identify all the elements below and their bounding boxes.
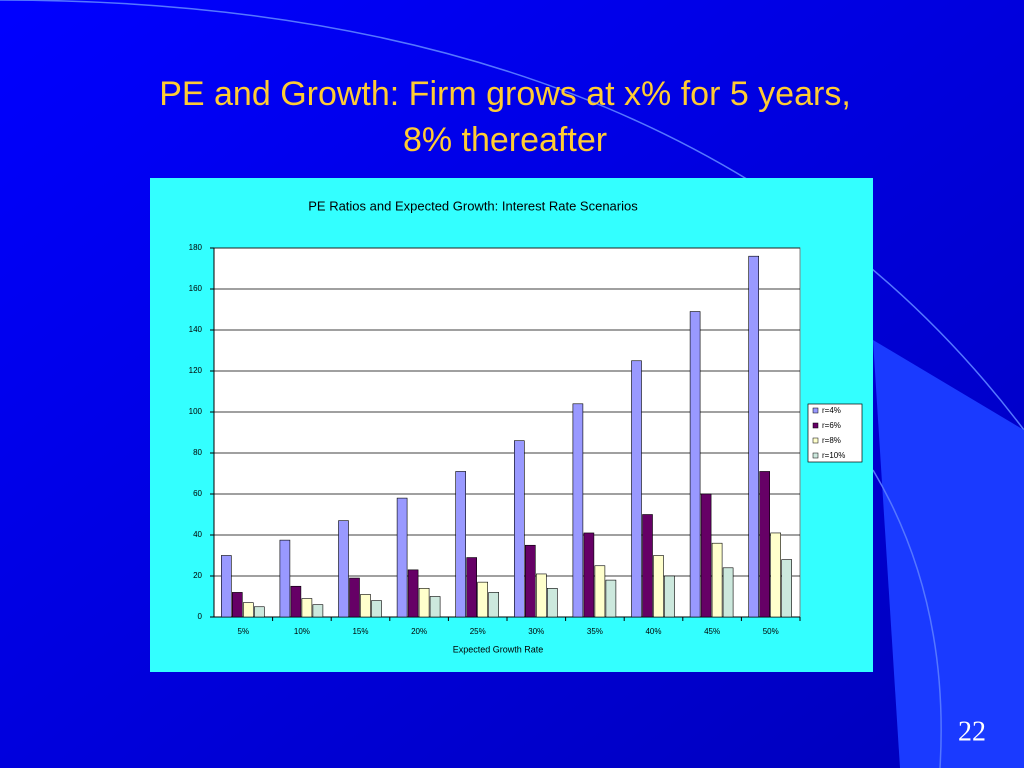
bar <box>594 565 606 618</box>
bar <box>429 596 441 618</box>
bar <box>653 555 664 618</box>
bar <box>301 598 313 618</box>
bar <box>700 493 712 618</box>
slide-title: PE and Growth: Firm grows at x% for 5 ye… <box>159 75 851 113</box>
bar <box>371 600 382 618</box>
legend-label: r=8% <box>822 436 841 445</box>
bar <box>349 577 360 618</box>
y-tick-label: 80 <box>193 448 202 457</box>
bar <box>748 255 760 618</box>
bar <box>572 403 584 618</box>
decor-arc <box>872 469 942 769</box>
bar <box>642 514 653 618</box>
bar <box>360 594 371 618</box>
bar <box>546 587 558 618</box>
x-tick-label: 45% <box>704 627 720 636</box>
x-tick-label: 50% <box>763 627 779 636</box>
legend-label: r=6% <box>822 421 841 430</box>
x-tick-label: 35% <box>587 627 603 636</box>
x-tick-label: 5% <box>238 627 250 636</box>
y-tick-label: 120 <box>189 366 203 375</box>
y-tick-label: 140 <box>189 325 203 334</box>
bar <box>279 539 291 618</box>
x-tick-label: 30% <box>528 627 544 636</box>
bar <box>232 592 243 618</box>
legend-swatch <box>812 422 819 429</box>
bar <box>455 471 467 618</box>
bar <box>221 555 232 618</box>
decor-shape <box>873 340 1024 768</box>
legend-label: r=4% <box>822 406 841 415</box>
x-tick-label: 25% <box>470 627 486 636</box>
y-tick-label: 160 <box>189 284 203 293</box>
x-tick-label: 10% <box>294 627 310 636</box>
bar <box>243 602 254 618</box>
x-tick-label: 20% <box>411 627 427 636</box>
bar <box>488 592 500 618</box>
x-tick-label: 40% <box>645 627 661 636</box>
y-tick-label: 20 <box>193 571 202 580</box>
y-tick-label: 180 <box>189 243 203 252</box>
bar <box>711 542 723 618</box>
bar <box>396 497 408 618</box>
y-tick-label: 100 <box>189 407 203 416</box>
bar <box>338 520 349 618</box>
bar <box>466 557 478 618</box>
y-tick-label: 0 <box>198 612 203 621</box>
bar <box>689 311 701 618</box>
bar <box>477 581 489 618</box>
legend-swatch <box>812 437 819 444</box>
bar <box>781 559 793 618</box>
x-axis-label: Expected Growth Rate <box>453 644 544 654</box>
bar <box>290 585 302 618</box>
bar <box>770 532 782 618</box>
legend-label: r=10% <box>822 451 845 460</box>
legend <box>807 403 863 463</box>
bar <box>312 604 324 618</box>
chart-title: PE Ratios and Expected Growth: Interest … <box>308 198 638 213</box>
x-tick-label: 15% <box>352 627 368 636</box>
bar <box>759 471 771 618</box>
legend-swatch <box>812 407 819 414</box>
legend-swatch <box>812 452 819 459</box>
slide-title: 8% thereafter <box>403 121 607 159</box>
bar <box>524 544 536 618</box>
bar <box>605 579 617 618</box>
y-tick-label: 60 <box>193 489 202 498</box>
bar <box>535 573 547 618</box>
bar <box>254 606 265 618</box>
bar <box>513 440 525 618</box>
bar <box>664 575 675 618</box>
decor-arc <box>0 0 1024 431</box>
bar <box>722 567 734 618</box>
y-tick-label: 40 <box>193 530 202 539</box>
bar <box>631 360 642 618</box>
bar <box>583 532 595 618</box>
bar <box>418 587 430 618</box>
page-number: 22 <box>958 716 986 747</box>
bar <box>407 569 419 618</box>
